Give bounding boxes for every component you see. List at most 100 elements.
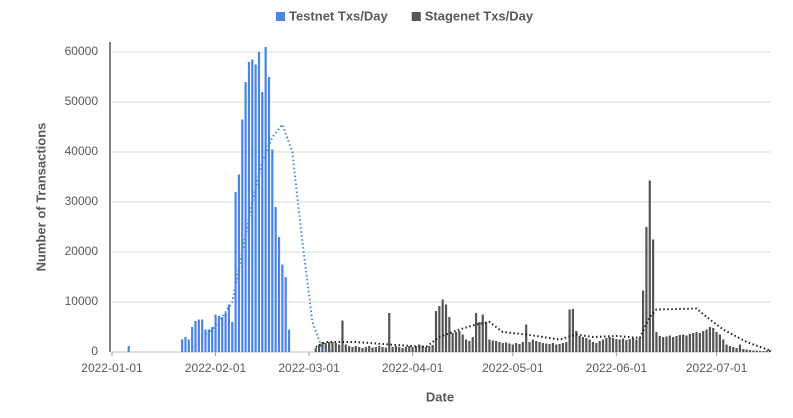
bar xyxy=(545,343,548,352)
bar xyxy=(181,339,184,352)
bar xyxy=(287,329,291,352)
bar xyxy=(752,350,755,352)
bar xyxy=(748,350,752,352)
y-axis-label: Number of Transactions xyxy=(33,123,48,272)
bar xyxy=(501,343,504,352)
bar xyxy=(598,341,601,352)
bar xyxy=(672,337,675,352)
bar xyxy=(712,328,715,352)
bar xyxy=(488,339,491,352)
bar xyxy=(261,92,264,352)
bar xyxy=(374,347,377,352)
bar xyxy=(591,342,595,352)
bar xyxy=(267,77,271,352)
bar xyxy=(621,338,625,352)
bar xyxy=(351,347,354,352)
bar xyxy=(495,341,498,352)
bar xyxy=(441,299,444,352)
bar xyxy=(675,336,678,352)
bar xyxy=(678,335,681,352)
x-tick-label: 2022-05-01 xyxy=(482,361,544,375)
bar xyxy=(628,339,631,352)
bar xyxy=(758,351,762,352)
bar xyxy=(668,335,671,352)
bar xyxy=(665,336,668,352)
bar xyxy=(444,304,448,352)
bar xyxy=(458,331,461,352)
x-tick-label: 2022-06-01 xyxy=(586,361,648,375)
bar xyxy=(384,347,387,352)
bar xyxy=(331,342,334,352)
bar xyxy=(257,52,261,352)
bar xyxy=(227,304,231,352)
bar xyxy=(388,313,391,352)
bar xyxy=(745,349,748,352)
bar xyxy=(581,337,585,352)
bar xyxy=(408,346,411,352)
bar xyxy=(361,348,364,352)
bar xyxy=(201,319,204,352)
bar xyxy=(438,306,441,352)
bar xyxy=(595,343,598,352)
bar xyxy=(551,343,554,352)
bar xyxy=(571,309,575,352)
bar xyxy=(695,332,698,352)
bar xyxy=(705,329,708,352)
bar xyxy=(341,320,344,352)
x-tick-label: 2022-03-01 xyxy=(278,361,340,375)
bar xyxy=(204,329,207,352)
bar xyxy=(411,347,414,352)
bar xyxy=(578,336,581,352)
bar xyxy=(738,344,742,352)
legend-label: Stagenet Txs/Day xyxy=(425,8,534,23)
bar xyxy=(434,311,438,352)
bar xyxy=(217,316,220,352)
bar xyxy=(197,319,200,352)
bar xyxy=(371,347,374,352)
bar xyxy=(454,332,458,352)
bar xyxy=(221,317,224,352)
bar xyxy=(391,347,394,352)
y-tick-label: 20000 xyxy=(65,244,99,258)
bar xyxy=(127,346,130,352)
bar xyxy=(424,347,428,352)
bar xyxy=(765,350,768,352)
bar xyxy=(194,321,197,352)
bar xyxy=(254,64,257,352)
bar xyxy=(692,333,695,352)
bar xyxy=(354,346,357,352)
bar xyxy=(187,339,190,352)
bar xyxy=(211,327,214,352)
bar xyxy=(635,339,638,352)
bar xyxy=(224,313,227,352)
legend-swatch xyxy=(411,12,421,21)
y-tick-label: 30000 xyxy=(65,194,99,208)
bar xyxy=(418,344,421,352)
bar xyxy=(474,313,478,352)
bar xyxy=(244,82,247,352)
bar xyxy=(662,337,665,352)
bar xyxy=(401,348,404,352)
bar xyxy=(324,343,327,352)
bar xyxy=(421,345,424,352)
bar xyxy=(207,329,210,352)
x-tick-label: 2022-02-01 xyxy=(185,361,247,375)
bar xyxy=(535,341,538,352)
bar xyxy=(471,337,474,352)
bar xyxy=(241,119,244,352)
bar xyxy=(638,338,641,352)
bar xyxy=(718,334,721,352)
bar xyxy=(732,347,735,352)
bar xyxy=(685,335,688,352)
bar xyxy=(344,344,347,352)
bar xyxy=(515,343,518,352)
legend-label: Testnet Txs/Day xyxy=(289,8,389,23)
bar xyxy=(404,347,408,352)
bar xyxy=(558,344,561,352)
bar xyxy=(615,339,618,352)
bar xyxy=(521,342,524,352)
bar xyxy=(394,346,398,352)
bar xyxy=(431,345,434,352)
bar xyxy=(588,339,591,352)
